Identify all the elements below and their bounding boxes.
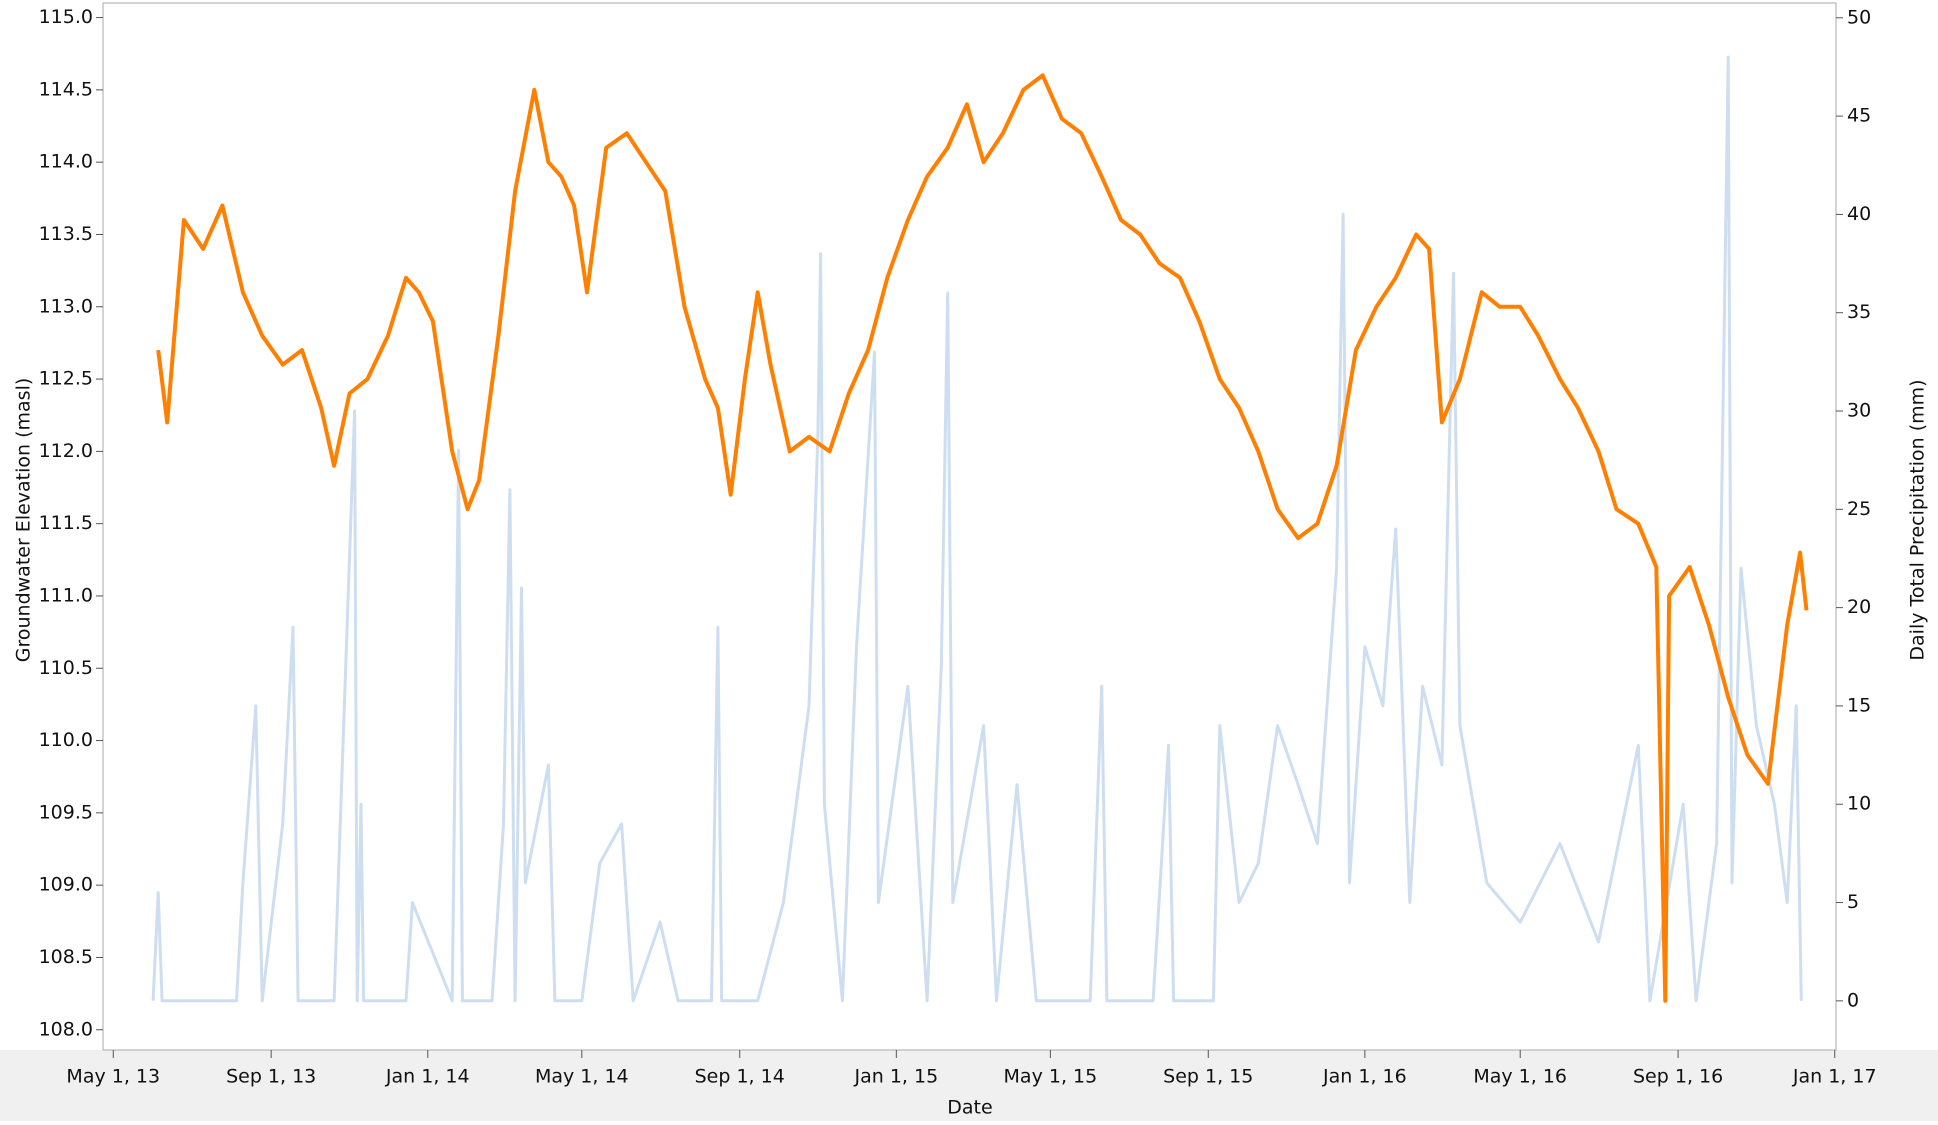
y2-tick-label: 5 — [1847, 891, 1859, 913]
y-tick-label: 112.0 — [39, 440, 93, 462]
y2-tick-label: 15 — [1847, 694, 1871, 716]
y-tick-label: 109.0 — [39, 874, 93, 896]
y-tick-label: 110.5 — [39, 657, 93, 679]
y-tick-label: 111.5 — [39, 512, 93, 534]
y-tick-label: 112.5 — [39, 368, 93, 390]
y2-tick-label: 50 — [1847, 6, 1871, 28]
y-tick-label: 113.0 — [39, 295, 93, 317]
y-tick-label: 114.0 — [39, 151, 93, 173]
x-tick-label: May 1, 13 — [66, 1066, 160, 1088]
y-tick-label: 111.0 — [39, 584, 93, 606]
y2-tick-label: 30 — [1847, 400, 1871, 422]
x-tick-label: May 1, 15 — [1004, 1066, 1098, 1088]
x-tick-label: Sep 1, 13 — [226, 1066, 316, 1088]
x-tick-label: May 1, 16 — [1473, 1066, 1567, 1088]
y2-tick-label: 35 — [1847, 301, 1871, 323]
y2-tick-label: 10 — [1847, 793, 1871, 815]
plot-area — [102, 2, 1837, 1051]
y-tick-label: 115.0 — [39, 6, 93, 28]
y-tick-label: 108.5 — [39, 946, 93, 968]
y2-tick-label: 25 — [1847, 498, 1871, 520]
x-axis-band — [0, 1050, 1938, 1121]
y-tick-label: 114.5 — [39, 78, 93, 100]
x-tick-label: Sep 1, 15 — [1163, 1066, 1253, 1088]
x-tick-label: Sep 1, 16 — [1633, 1066, 1723, 1088]
y2-axis-label: Daily Total Precipitation (mm) — [1907, 379, 1929, 660]
y-tick-label: 109.5 — [39, 801, 93, 823]
x-tick-label: Jan 1, 17 — [1792, 1066, 1877, 1088]
y-tick-label: 108.0 — [39, 1018, 93, 1040]
y2-tick-label: 40 — [1847, 203, 1871, 225]
x-axis-label: Date — [947, 1097, 992, 1119]
y2-tick-label: 20 — [1847, 596, 1871, 618]
series-line — [151, 55, 1803, 1003]
x-tick-label: Jan 1, 16 — [1322, 1066, 1407, 1088]
y2-tick-label: 0 — [1847, 989, 1859, 1011]
x-tick-label: Jan 1, 15 — [853, 1066, 938, 1088]
x-tick-label: Sep 1, 14 — [695, 1066, 785, 1088]
series-line — [156, 73, 1809, 1003]
x-tick-label: Jan 1, 14 — [385, 1066, 470, 1088]
y-tick-label: 113.5 — [39, 223, 93, 245]
x-tick-label: May 1, 14 — [535, 1066, 629, 1088]
y-tick-label: 110.0 — [39, 729, 93, 751]
y2-tick-label: 45 — [1847, 105, 1871, 127]
y-axis-label: Groundwater Elevation (masl) — [13, 378, 35, 663]
